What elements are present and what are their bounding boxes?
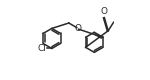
Text: O: O [100, 7, 107, 16]
Text: O: O [74, 24, 81, 33]
Text: Cl: Cl [37, 44, 46, 53]
